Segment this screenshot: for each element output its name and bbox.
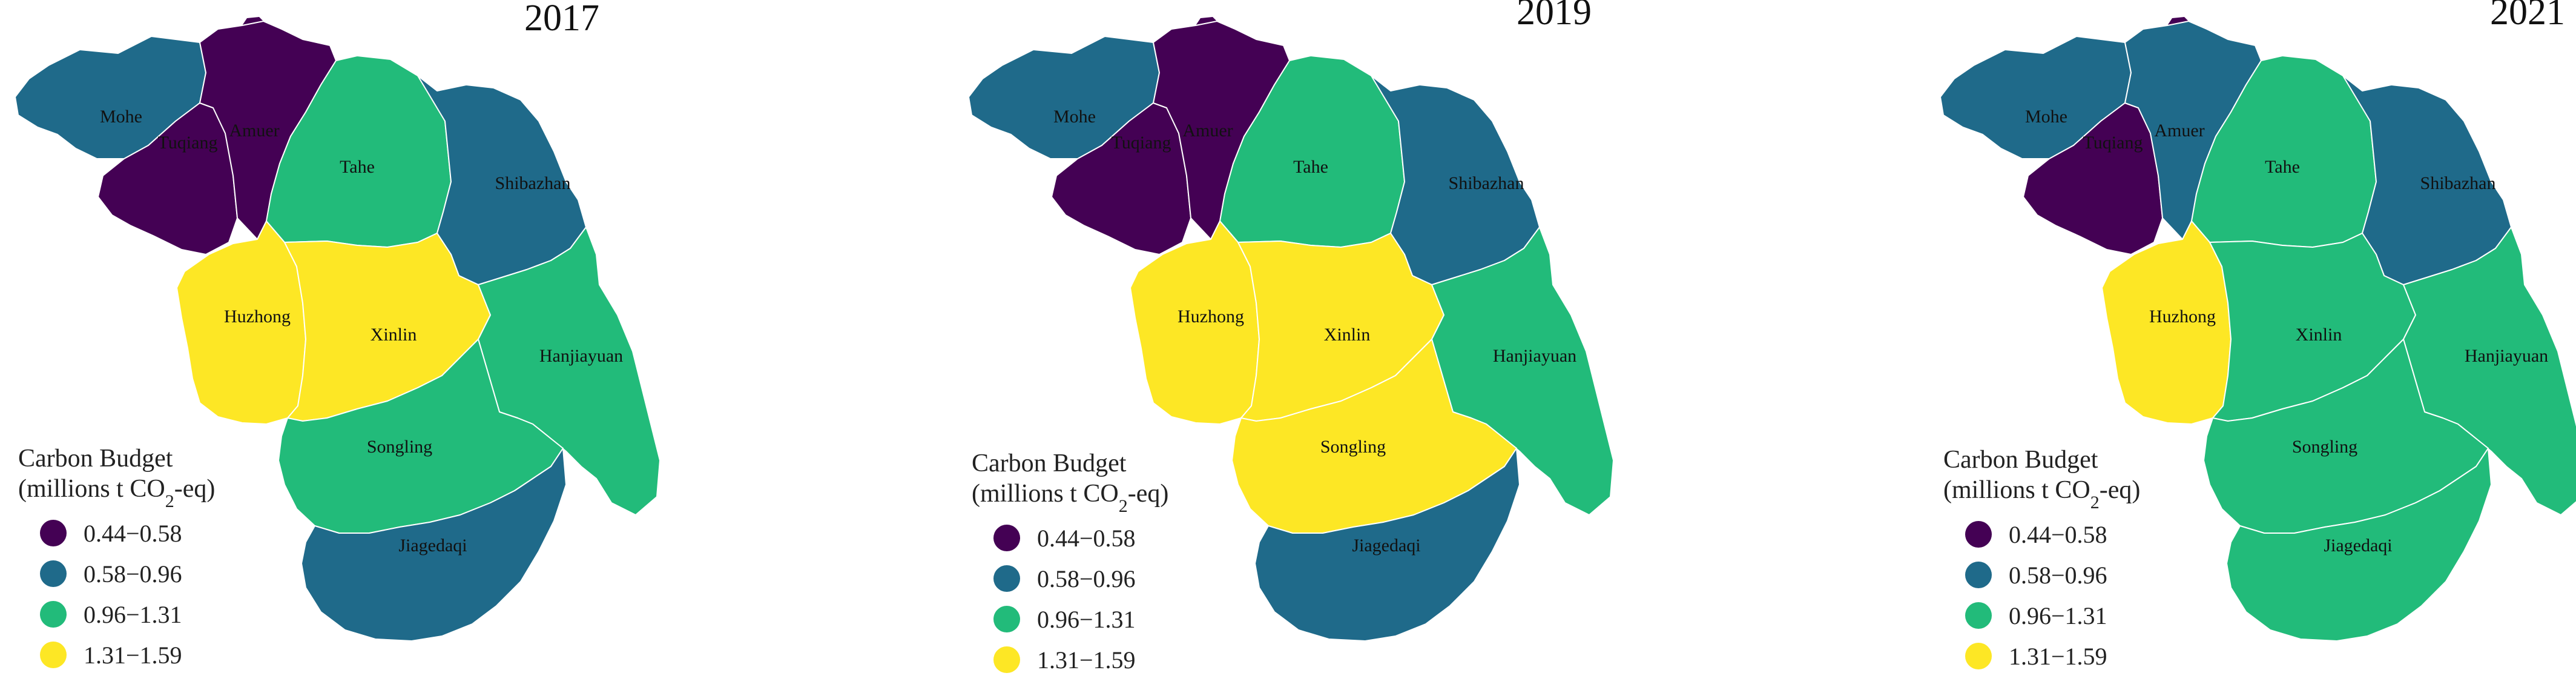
region-label-hanjiayuan: Hanjiayuan [539,346,623,366]
region-label-mohe: Mohe [1053,107,1096,127]
legend-swatch-0 [1965,521,1992,548]
region-jiagedaqi-2019 [1254,448,1520,642]
legend: Carbon Budget (millions t CO2-eq) 0.44−0.5… [972,449,1168,674]
region-label-tahe: Tahe [1293,157,1328,177]
legend-title-line1: Carbon Budget [1943,446,2098,474]
legend-swatch-3 [993,646,1020,673]
legend-title-line2: (millions t CO2-eq) [972,480,1168,516]
legend-swatch-3 [1965,643,1992,669]
region-label-songling: Songling [2292,437,2357,457]
region-label-xinlin: Xinlin [2296,325,2342,345]
region-label-amuer: Amuer [2154,121,2204,141]
map-panel-2017: Mohe Tuqiang Amuer Tahe Shibazhan Huzhong Xinl… [15,17,660,642]
region-label-jiagedaqi: Jiagedaqi [398,536,467,556]
legend-range-label: 0.58−0.96 [1037,565,1136,592]
region-label-huzhong: Huzhong [1178,307,1244,327]
region-label-hanjiayuan: Hanjiayuan [2465,346,2548,366]
region-label-tuqiang: Tuqiang [158,133,218,153]
legend-range-label: 0.44−0.58 [84,520,182,547]
region-label-songling: Songling [1320,437,1386,457]
northern-tip-shape [1196,17,1217,25]
legend-swatch-2 [1965,602,1992,629]
region-label-tuqiang: Tuqiang [2083,133,2143,153]
region-label-shibazhan: Shibazhan [495,173,571,193]
region-label-jiagedaqi: Jiagedaqi [2324,536,2392,556]
northern-tip-shape [2167,17,2189,25]
region-label-amuer: Amuer [1182,121,1233,141]
region-label-shibazhan: Shibazhan [2420,173,2496,193]
region-label-jiagedaqi: Jiagedaqi [1352,536,1420,556]
legend-range-label: 0.96−1.31 [1037,606,1136,633]
map-year-title: 2017 [524,0,599,39]
region-jiagedaqi-2021 [2226,448,2492,642]
legend-title-line2: (millions t CO2-eq) [1943,476,2140,513]
region-label-songling: Songling [367,437,432,457]
region-label-huzhong: Huzhong [224,307,291,327]
region-label-mohe: Mohe [100,107,142,127]
region-label-hanjiayuan: Hanjiayuan [1493,346,1576,366]
legend-swatch-2 [40,601,67,628]
legend-range-label: 1.31−1.59 [84,642,182,669]
legend-swatch-1 [40,560,67,587]
legend-range-label: 1.31−1.59 [2009,643,2107,670]
map-panel-2021: Mohe Tuqiang Amuer Tahe Shibazhan Huzhong Xinl… [1940,17,2576,642]
legend-swatch-3 [40,642,67,668]
region-label-tahe: Tahe [2265,157,2300,177]
legend: Carbon Budget(millions t CO2-eq) 0.44−0.5… [18,445,215,669]
legend-title-line1: Carbon Budget [972,449,1127,477]
legend-range-label: 0.44−0.58 [2009,521,2107,548]
legend-range-label: 0.44−0.58 [1037,525,1136,552]
map-panel-2019: Mohe Tuqiang Amuer Tahe Shibazhan Huzhong Xinl… [968,17,1614,642]
region-label-mohe: Mohe [2025,107,2067,127]
region-label-xinlin: Xinlin [371,325,417,345]
map-year-title: 2021 [2490,0,2565,33]
region-label-xinlin: Xinlin [1324,325,1371,345]
legend-swatch-1 [1965,562,1992,588]
region-label-shibazhan: Shibazhan [1449,173,1524,193]
legend-title-line1: Carbon Budget [18,445,173,473]
map-year-title: 2019 [1517,0,1592,33]
legend-range-label: 0.96−1.31 [2009,602,2107,629]
legend-range-label: 1.31−1.59 [1037,646,1136,674]
legend-range-label: 0.58−0.96 [2009,562,2107,589]
region-label-huzhong: Huzhong [2149,307,2216,327]
region-label-tahe: Tahe [340,157,375,177]
legend-range-label: 0.96−1.31 [84,601,182,628]
legend-swatch-2 [993,606,1020,632]
legend-title-line2: (millions t CO2-eq) [18,475,215,511]
legend-swatch-1 [993,565,1020,592]
region-jiagedaqi-2017 [301,448,567,642]
legend-range-label: 0.58−0.96 [84,560,182,588]
legend-swatch-0 [40,520,67,546]
region-label-amuer: Amuer [229,121,279,141]
region-label-tuqiang: Tuqiang [1112,133,1171,153]
northern-tip-shape [242,17,263,25]
legend: Carbon Budget(millions t CO2-eq) 0.44−0.5… [1943,446,2140,670]
legend-swatch-0 [993,525,1020,551]
